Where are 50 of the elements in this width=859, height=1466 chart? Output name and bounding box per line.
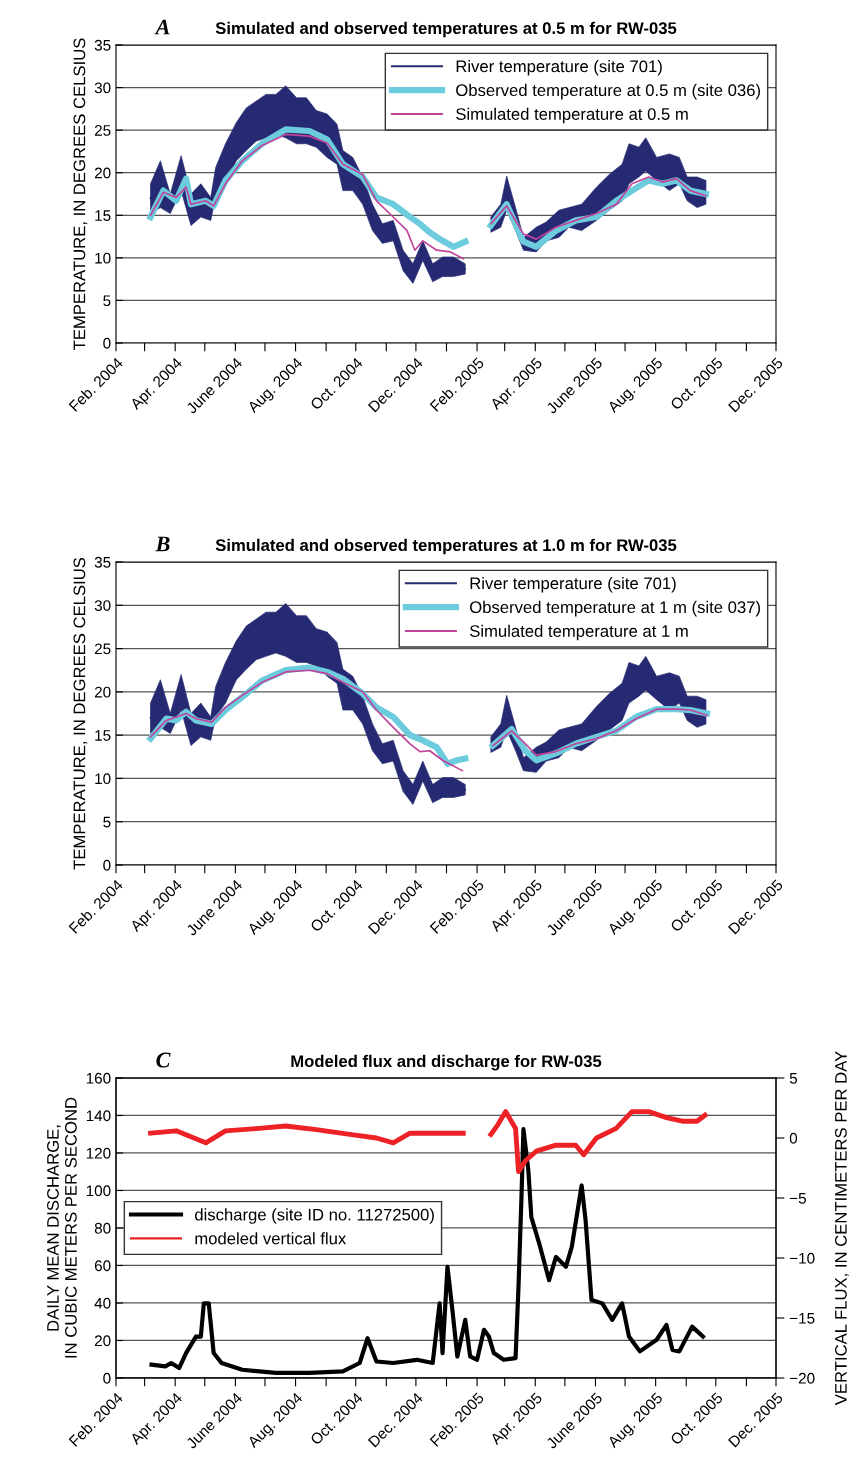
y-tick-label: 20 <box>94 167 111 179</box>
y-axis-title: TEMPERATURE, IN DEGREES CELSIUS <box>73 38 88 350</box>
y2-tick-label: −5 <box>789 1193 806 1204</box>
y-axis-title: DAILY MEAN DISCHARGE, IN CUBIC METERS PER SECOND <box>47 1097 77 1358</box>
line-series <box>149 1127 706 1376</box>
chart-title: Simulated and observed temperatures at 1.0 m for RW-035 <box>215 538 677 555</box>
y-tick-label: 20 <box>94 1335 111 1347</box>
y-tick-label: 20 <box>94 686 111 698</box>
legend-label: Simulated temperature at 0.5 m <box>456 107 688 124</box>
y-tick-label: 30 <box>94 600 111 611</box>
text: A <box>154 19 170 35</box>
y-tick-label: 25 <box>94 125 111 136</box>
y-tick-label: 35 <box>94 39 111 51</box>
y2-tick-label: −15 <box>789 1313 815 1324</box>
legend-label: Observed temperature at 0.5 m (site 036) <box>456 83 760 100</box>
y-axis-title: TEMPERATURE, IN DEGREES CELSIUS <box>73 557 88 870</box>
y-tick-label: 0 <box>103 337 111 349</box>
text: C <box>156 1052 171 1068</box>
y-tick-label: 0 <box>103 1372 111 1384</box>
y2-tick-label: 5 <box>789 1073 798 1084</box>
legend-label: Observed temperature at 1 m (site 037) <box>470 600 760 617</box>
legend-label: modeled vertical flux <box>195 1232 347 1245</box>
text: B <box>155 536 170 552</box>
y-tick-label: 60 <box>94 1260 111 1272</box>
chart-title: Modeled flux and discharge for RW-035 <box>291 1054 602 1071</box>
y-tick-label: 15 <box>95 210 111 221</box>
y-tick-label: 10 <box>95 252 111 264</box>
y-tick-label: 120 <box>86 1147 111 1159</box>
y-tick-label: 5 <box>103 816 111 828</box>
y-tick-label: 160 <box>86 1072 111 1084</box>
chart-title: Simulated and observed temperatures at 0.5 m for RW-035 <box>215 21 677 38</box>
legend-label: River temperature (site 701) <box>456 60 662 76</box>
y-tick-label: 15 <box>95 730 111 741</box>
y-tick-label: 0 <box>103 859 111 871</box>
y-tick-label: 10 <box>95 773 111 785</box>
y-tick-label: 80 <box>94 1222 111 1234</box>
y-tick-label: 100 <box>86 1185 111 1197</box>
y2-tick-label: −20 <box>789 1372 815 1384</box>
y-tick-label: 35 <box>94 556 111 568</box>
legend-label: discharge (site ID no. 11272500) <box>195 1208 434 1224</box>
y-tick-label: 40 <box>94 1297 111 1309</box>
legend-label: River temperature (site 701) <box>470 577 676 593</box>
y-tick-label: 25 <box>94 643 111 655</box>
y2-tick-label: −10 <box>789 1252 815 1264</box>
y2-tick-label: 0 <box>789 1132 798 1144</box>
y2-axis-title: VERTICAL FLUX, IN CENTIMETERS PER DAY <box>834 1051 849 1406</box>
legend-label: Simulated temperature at 1 m <box>469 624 688 641</box>
y-tick-label: 5 <box>103 295 111 307</box>
y-tick-label: 30 <box>94 82 111 94</box>
y-tick-label: 140 <box>86 1110 111 1122</box>
